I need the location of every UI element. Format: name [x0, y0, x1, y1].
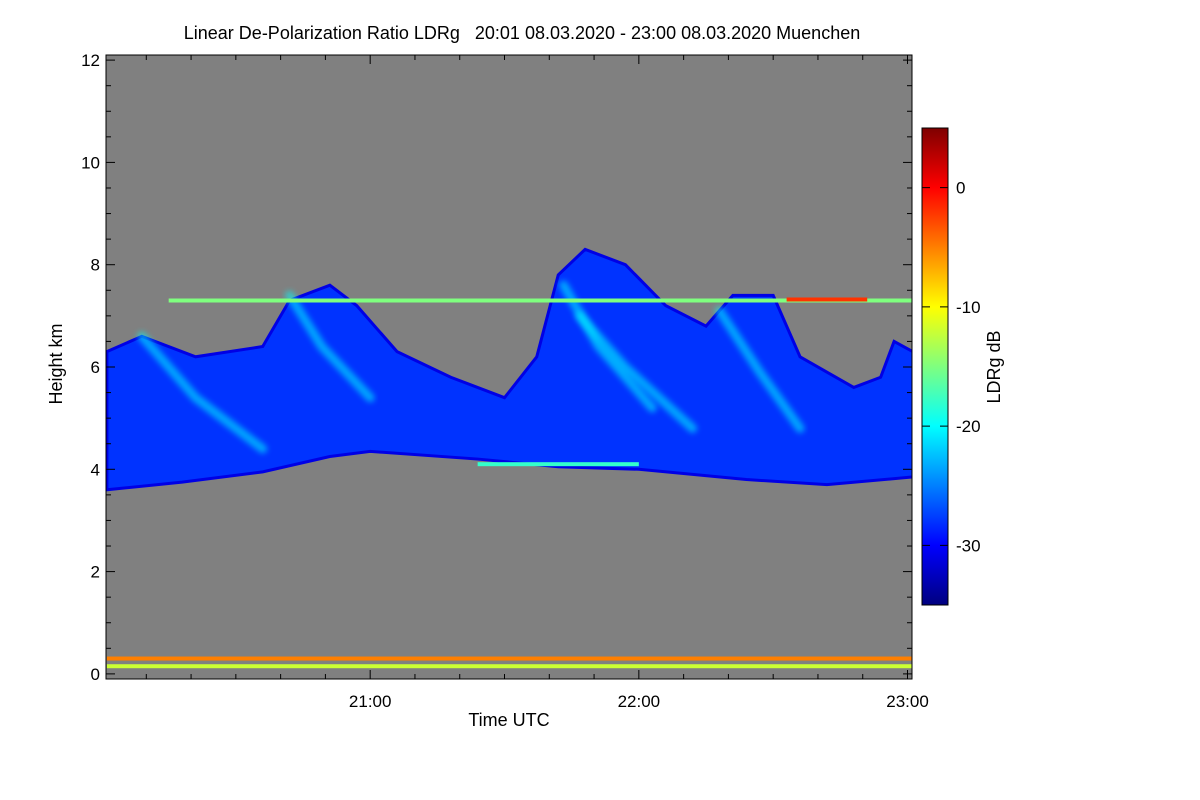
- y-tick-label: 12: [81, 51, 100, 70]
- signal-band: [786, 297, 868, 302]
- fall-streak: [559, 280, 657, 413]
- chart-title: Linear De-Polarization Ratio LDRg 20:01 …: [184, 23, 860, 43]
- y-tick-label: 6: [91, 358, 100, 377]
- y-axis: 0 2 4 6 8 10 12: [81, 51, 912, 684]
- fall-streak: [714, 306, 805, 433]
- x-tick-label: 23:00: [886, 692, 929, 711]
- signal-band: [106, 656, 912, 661]
- y-tick-label: 0: [91, 665, 100, 684]
- colorbar-label: LDRg dB: [984, 330, 1004, 403]
- fall-streaks: [137, 280, 805, 454]
- x-axis-label: Time UTC: [468, 710, 549, 730]
- x-axis: 21:00 22:00 23:00: [145, 55, 929, 711]
- x-tick-label: 21:00: [349, 692, 392, 711]
- colorbar-tick-label: -10: [956, 298, 981, 317]
- y-tick-label: 8: [91, 256, 100, 275]
- signal-band: [477, 462, 639, 467]
- signal-band: [106, 664, 912, 669]
- colorbar-gradient: [921, 127, 949, 606]
- colorbar: 0 -10 -20 -30 LDRg dB: [921, 127, 1004, 606]
- fall-streak: [137, 331, 268, 454]
- colorbar-tick-label: 0: [956, 179, 965, 198]
- x-tick-label: 22:00: [618, 692, 661, 711]
- y-tick-label: 10: [81, 153, 100, 172]
- y-axis-label: Height km: [46, 323, 66, 404]
- y-tick-label: 2: [91, 563, 100, 582]
- y-tick-label: 4: [91, 460, 100, 479]
- colorbar-tick-label: -30: [956, 536, 981, 555]
- fall-streak: [285, 290, 375, 403]
- signal-band: [168, 298, 912, 303]
- plot-area: [106, 55, 912, 679]
- colorbar-tick-label: -20: [956, 417, 981, 436]
- fall-streak: [575, 311, 698, 433]
- colorbar-ticks: 0 -10 -20 -30: [922, 179, 981, 555]
- signal-bands: [106, 297, 912, 669]
